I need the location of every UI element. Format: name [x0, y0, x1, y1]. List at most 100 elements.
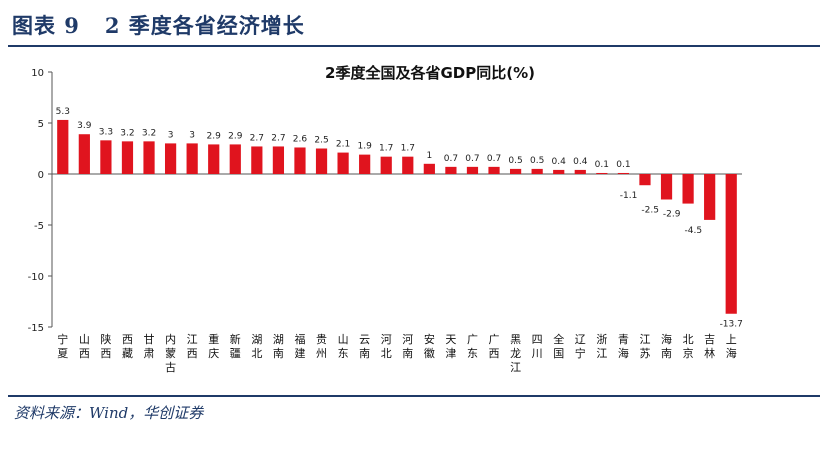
category-label: 新疆	[230, 332, 241, 360]
category-label: 贵州	[316, 333, 327, 360]
bar	[488, 166, 500, 174]
chart-category-labels: 宁夏山西陕西西藏甘肃内蒙古江西重庆新疆湖北湖南福建贵州山东云南河北河南安徽天津广…	[57, 332, 736, 374]
category-label: 江苏	[639, 333, 650, 360]
value-label: 2.1	[336, 140, 350, 150]
value-label: 1.7	[401, 144, 415, 154]
y-tick-label: -10	[28, 272, 44, 283]
value-label: 3	[168, 130, 174, 140]
bar	[164, 143, 177, 174]
category-label: 青海	[618, 333, 629, 360]
header-rule	[8, 45, 820, 47]
bar	[445, 166, 457, 174]
category-label: 广东	[467, 333, 478, 360]
figure-header: 图表 9 2 季度各省经济增长	[8, 6, 820, 42]
category-label: 广西	[489, 333, 500, 360]
bar	[466, 166, 479, 174]
category-label: 湖北	[251, 333, 262, 360]
category-label: 山西	[79, 333, 90, 360]
bar	[100, 140, 112, 174]
bar	[380, 156, 392, 174]
bar	[531, 168, 543, 174]
value-label: 0.7	[465, 154, 479, 164]
footer-rule	[8, 395, 820, 397]
category-label: 吉林	[704, 333, 715, 360]
value-label: 0.7	[444, 154, 458, 164]
value-label: 0.4	[552, 157, 567, 167]
category-label: 内蒙古	[165, 332, 176, 374]
category-label: 河北	[381, 333, 392, 360]
value-label: 3	[189, 130, 195, 140]
bar	[402, 156, 414, 174]
figure-title: 图表 9 2 季度各省经济增长	[12, 13, 305, 38]
bar	[359, 154, 371, 174]
bar	[57, 119, 69, 174]
bar	[143, 141, 155, 174]
bar	[682, 174, 694, 204]
bar	[229, 144, 241, 174]
value-label: 0.5	[508, 156, 522, 166]
category-label: 四川	[532, 333, 543, 360]
bar	[660, 174, 673, 200]
value-label: 2.9	[207, 131, 222, 141]
category-label: 黑龙江	[510, 333, 521, 374]
bar	[704, 174, 716, 220]
category-label: 浙江	[596, 333, 607, 360]
category-label: 重庆	[208, 332, 219, 360]
category-label: 河南	[402, 333, 413, 360]
y-tick-label: 0	[38, 170, 44, 181]
value-label: -1.1	[620, 191, 638, 201]
value-label: 3.2	[120, 128, 134, 138]
value-label: -2.5	[641, 206, 659, 216]
category-label: 北京	[683, 333, 694, 360]
value-label: 2.6	[293, 134, 308, 144]
value-label: 0.4	[573, 157, 588, 167]
category-label: 全国	[553, 332, 564, 360]
bar	[186, 143, 198, 174]
y-tick-label: -5	[34, 221, 44, 232]
value-label: 0.7	[487, 154, 501, 164]
value-label: -4.5	[684, 226, 702, 236]
bar	[574, 169, 586, 174]
source-note: 资料来源：Wind，华创证券	[14, 404, 204, 422]
bar	[315, 148, 328, 174]
bar	[272, 146, 285, 174]
value-label: 0.1	[595, 160, 609, 170]
category-label: 湖南	[273, 333, 284, 360]
bar	[509, 168, 522, 174]
bar	[553, 169, 565, 174]
y-tick-label: -15	[28, 323, 44, 334]
category-label: 天津	[445, 333, 456, 360]
value-label: 1.7	[379, 144, 393, 154]
bar	[121, 141, 134, 174]
bar	[725, 174, 737, 314]
category-label: 宁夏	[57, 332, 68, 360]
chart-title: 2季度全国及各省GDP同比(%)	[325, 64, 535, 82]
y-tick-label: 10	[31, 68, 44, 79]
category-label: 陕西	[100, 332, 111, 360]
category-label: 安徽	[424, 332, 435, 360]
value-label: -2.9	[663, 210, 681, 220]
value-label: 1	[426, 151, 432, 161]
chart-bars	[57, 119, 737, 314]
category-label: 上海	[726, 333, 737, 360]
category-label: 福建	[294, 332, 305, 360]
category-label: 山东	[338, 333, 349, 360]
bar	[251, 146, 263, 174]
bar	[596, 172, 608, 174]
value-label: 3.9	[77, 121, 92, 131]
value-label: 1.9	[357, 142, 372, 152]
bar	[639, 174, 651, 186]
value-label: 2.5	[314, 136, 328, 146]
chart-value-labels: 5.3 3.9 3.3 3.2 3.2 3 3 2.9 2.9 2.7 2.7 2.6 2.5 2.1 1.…	[56, 107, 743, 330]
value-label: 0.1	[616, 160, 630, 170]
category-label: 辽宁	[575, 333, 586, 360]
bar	[337, 152, 349, 174]
value-label: 2.7	[271, 133, 285, 143]
bar	[617, 172, 630, 174]
value-label: -13.7	[720, 320, 743, 330]
value-label: 0.5	[530, 156, 544, 166]
y-tick-label: 5	[38, 119, 44, 130]
value-label: 3.3	[99, 127, 113, 137]
value-label: 5.3	[56, 107, 70, 117]
